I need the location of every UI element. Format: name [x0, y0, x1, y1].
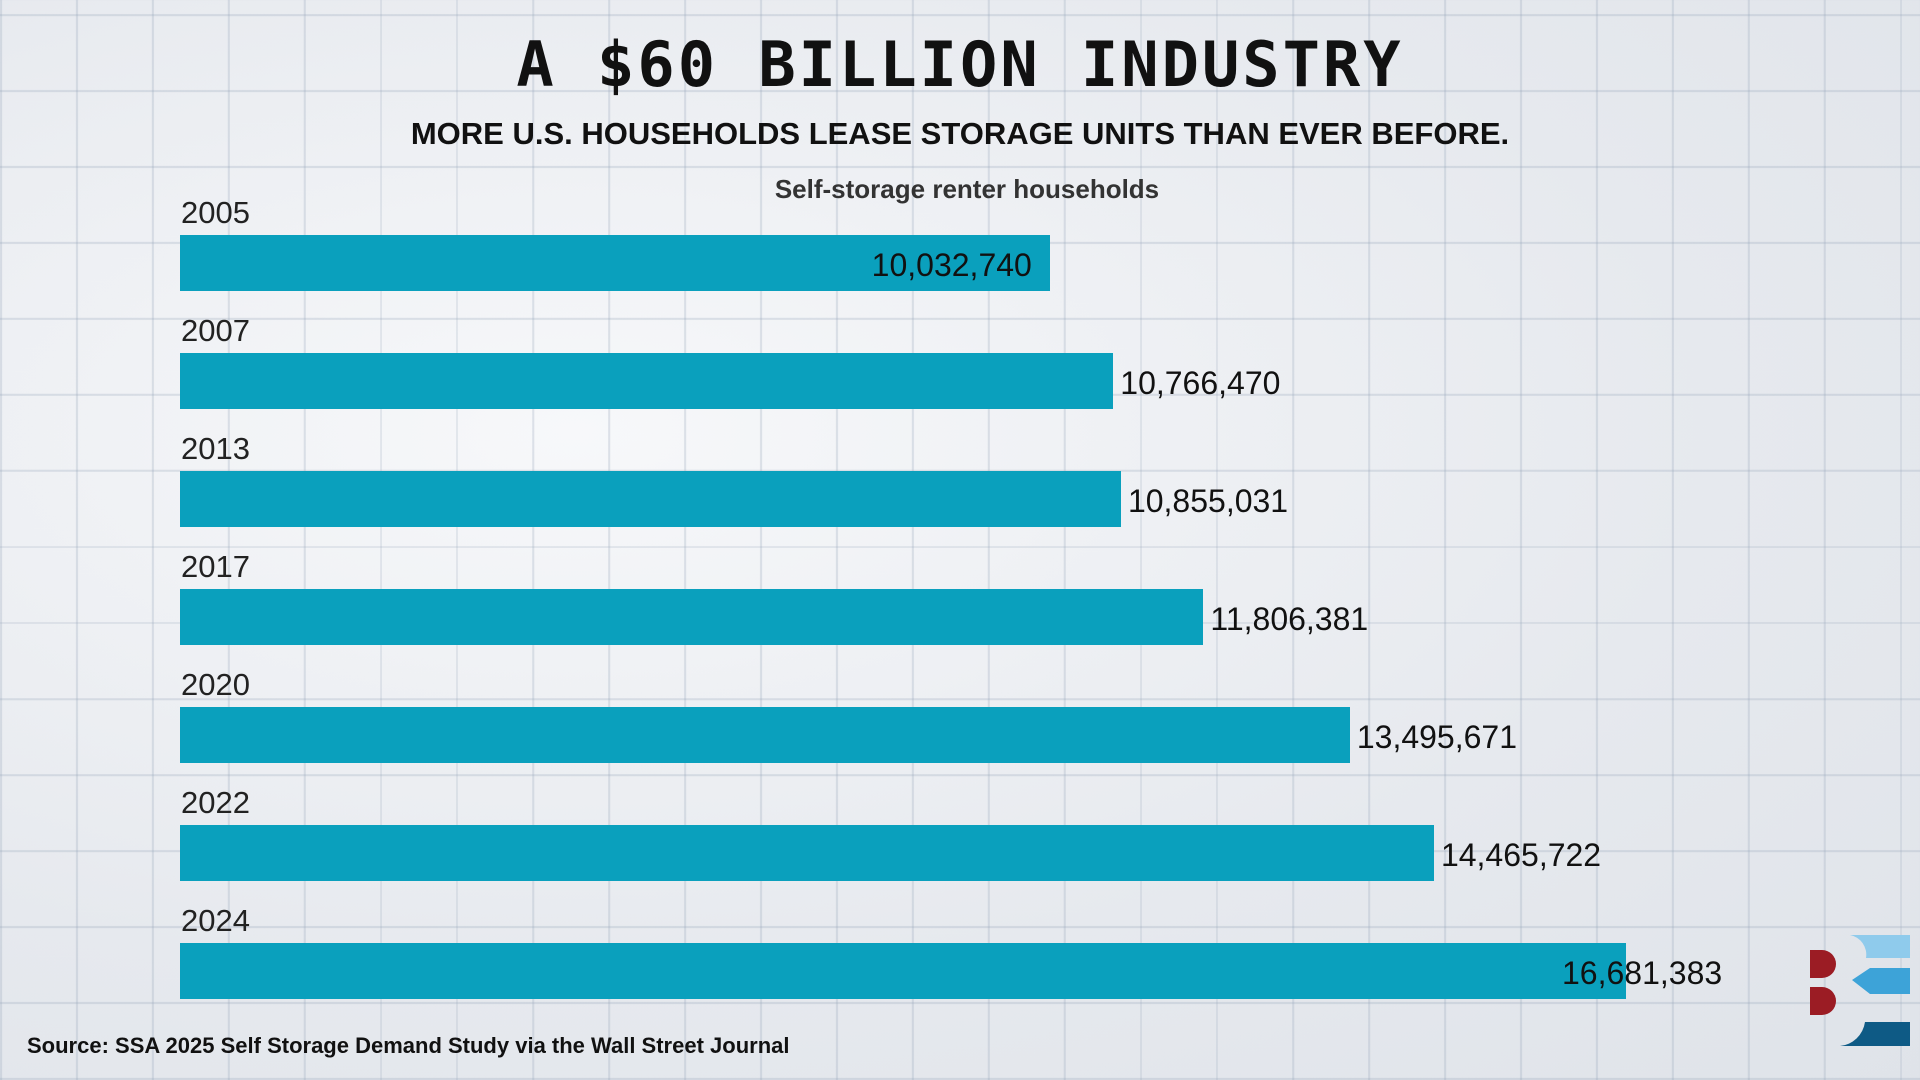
year-label: 2007: [181, 313, 250, 348]
logo-middle-bar: [1852, 968, 1910, 994]
bar-2007: [180, 353, 1114, 409]
year-label: 2024: [181, 903, 250, 938]
source-note: Source: SSA 2025 Self Storage Demand Stu…: [27, 1033, 790, 1058]
value-label: 10,855,031: [1127, 483, 1289, 519]
year-label: 2022: [181, 785, 250, 820]
logo-upper-red-shape: [1810, 950, 1836, 978]
bar-2013: [180, 471, 1121, 527]
bar-2017: [180, 589, 1204, 645]
year-label: 2020: [181, 667, 250, 702]
logo-lower-red-shape: [1810, 987, 1836, 1015]
value-label: 14,465,722: [1440, 837, 1602, 873]
chart-title: Self-storage renter households: [774, 174, 1160, 204]
year-label: 2013: [181, 431, 250, 466]
bar-2005: [180, 235, 1050, 291]
value-label: 10,032,740: [871, 247, 1032, 283]
page-subtitle: MORE U.S. HOUSEHOLDS LEASE STORAGE UNITS…: [410, 116, 1510, 151]
bar-2022: [180, 825, 1434, 881]
year-label: 2017: [181, 549, 250, 584]
logo-top-bar: [1850, 935, 1910, 958]
value-label: 10,766,470: [1120, 365, 1281, 401]
value-label: 11,806,381: [1210, 601, 1369, 637]
bar-2024: [180, 943, 1626, 999]
page-title: A $60 BILLION INDUSTRY: [516, 28, 1404, 101]
value-label: 13,495,671: [1356, 719, 1517, 755]
logo-bottom-bar: [1840, 1022, 1910, 1046]
value-label: 16,681,383: [1562, 955, 1723, 991]
brand-logo: [1810, 935, 1910, 1046]
bar-2020: [180, 707, 1350, 763]
year-label: 2005: [181, 195, 250, 230]
